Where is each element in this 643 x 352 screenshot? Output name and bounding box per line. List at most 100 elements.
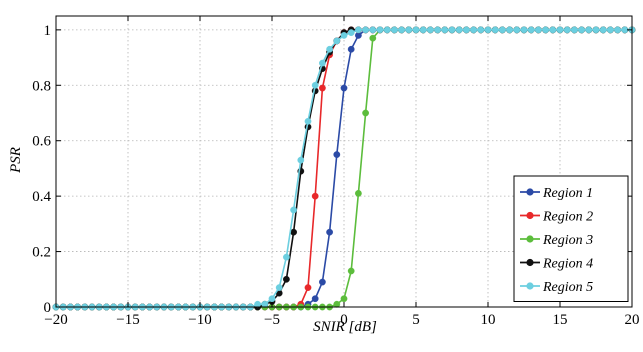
data-point [534, 26, 542, 34]
legend-marker [526, 188, 534, 196]
data-point [333, 300, 341, 308]
legend-label: Region 4 [542, 257, 593, 272]
data-point [362, 109, 370, 117]
data-point [383, 26, 391, 34]
legend: Region 1 Region 2 Region 3 Region 4 Region 5 [513, 175, 629, 302]
data-point [563, 26, 571, 34]
axis-ticks: −20 −15 −10 −5 0 5 10 15 20 0 0.2 0.4 0.6 0.8 1 [32, 16, 640, 328]
data-point [311, 192, 319, 200]
x-tick-label: 10 [481, 312, 496, 328]
x-tick-label: 15 [553, 312, 568, 328]
y-tick-label: 0.4 [32, 189, 51, 205]
legend-marker [526, 282, 534, 290]
data-point [311, 295, 319, 303]
data-point [333, 37, 341, 45]
data-point [318, 59, 326, 67]
legend-label: Region 2 [542, 210, 593, 225]
legend-item: Region 3 [520, 233, 593, 248]
data-point [290, 206, 298, 214]
x-tick-label: −15 [116, 312, 139, 328]
data-point [369, 26, 377, 34]
legend-label: Region 3 [542, 233, 593, 248]
data-point [470, 26, 478, 34]
legend-item: Region 2 [520, 210, 593, 225]
data-point [275, 284, 283, 292]
data-point [304, 117, 312, 125]
data-point [326, 45, 334, 53]
data-point [311, 81, 319, 89]
data-point [477, 26, 485, 34]
data-point [585, 26, 593, 34]
data-point [506, 26, 514, 34]
data-point [354, 189, 362, 197]
data-point [340, 295, 348, 303]
data-point [491, 26, 499, 34]
data-point [606, 26, 614, 34]
data-point [268, 295, 276, 303]
data-point [578, 26, 586, 34]
x-tick-label: −20 [44, 312, 67, 328]
y-tick-label: 0.6 [32, 134, 51, 150]
data-point [498, 26, 506, 34]
legend-item: Region 4 [520, 257, 593, 272]
data-point [520, 26, 528, 34]
data-point [549, 26, 557, 34]
data-point [592, 26, 600, 34]
data-point [318, 84, 326, 92]
data-point [326, 228, 334, 236]
data-point [376, 26, 384, 34]
data-point [405, 26, 413, 34]
y-tick-label: 0 [44, 300, 52, 316]
x-axis-label: SNIR [dB] [313, 319, 377, 335]
data-point [398, 26, 406, 34]
y-tick-label: 0.2 [32, 245, 51, 261]
legend-item: Region 1 [520, 186, 593, 201]
data-point [347, 29, 355, 37]
legend-label: Region 1 [542, 186, 593, 201]
y-tick-label: 1 [44, 23, 52, 39]
data-point [390, 26, 398, 34]
data-point [254, 300, 262, 308]
data-point [426, 26, 434, 34]
legend-marker [526, 258, 534, 267]
data-point [570, 26, 578, 34]
data-point [347, 45, 355, 53]
legend-marker [526, 235, 534, 243]
data-point [318, 278, 326, 286]
data-point [556, 26, 564, 34]
y-tick-label: 0.8 [32, 78, 51, 94]
data-point [441, 26, 449, 34]
data-point [434, 26, 442, 34]
x-tick-label: 5 [412, 312, 420, 328]
data-point [333, 151, 341, 159]
x-tick-label: 0 [340, 312, 348, 328]
data-point [614, 26, 622, 34]
data-point [362, 26, 370, 34]
data-point [340, 84, 348, 92]
data-point [513, 26, 521, 34]
data-point [369, 34, 377, 42]
data-point [297, 156, 305, 164]
data-point [340, 31, 348, 39]
data-point [347, 267, 355, 275]
data-point [484, 26, 492, 34]
data-point [354, 26, 362, 34]
data-point [412, 26, 420, 34]
data-point [304, 284, 312, 292]
x-tick-label: −10 [188, 312, 211, 328]
data-point [455, 26, 463, 34]
data-point [282, 253, 290, 261]
data-point [282, 275, 290, 283]
data-point [462, 26, 470, 34]
x-tick-label: 20 [625, 312, 640, 328]
legend-marker [526, 211, 534, 220]
data-point [527, 26, 535, 34]
x-tick-label: −5 [264, 312, 280, 328]
data-point [419, 26, 427, 34]
legend-item: Region 5 [520, 280, 593, 295]
data-point [542, 26, 550, 34]
legend-label: Region 5 [542, 280, 593, 295]
data-point [261, 300, 269, 308]
data-point [448, 26, 456, 34]
